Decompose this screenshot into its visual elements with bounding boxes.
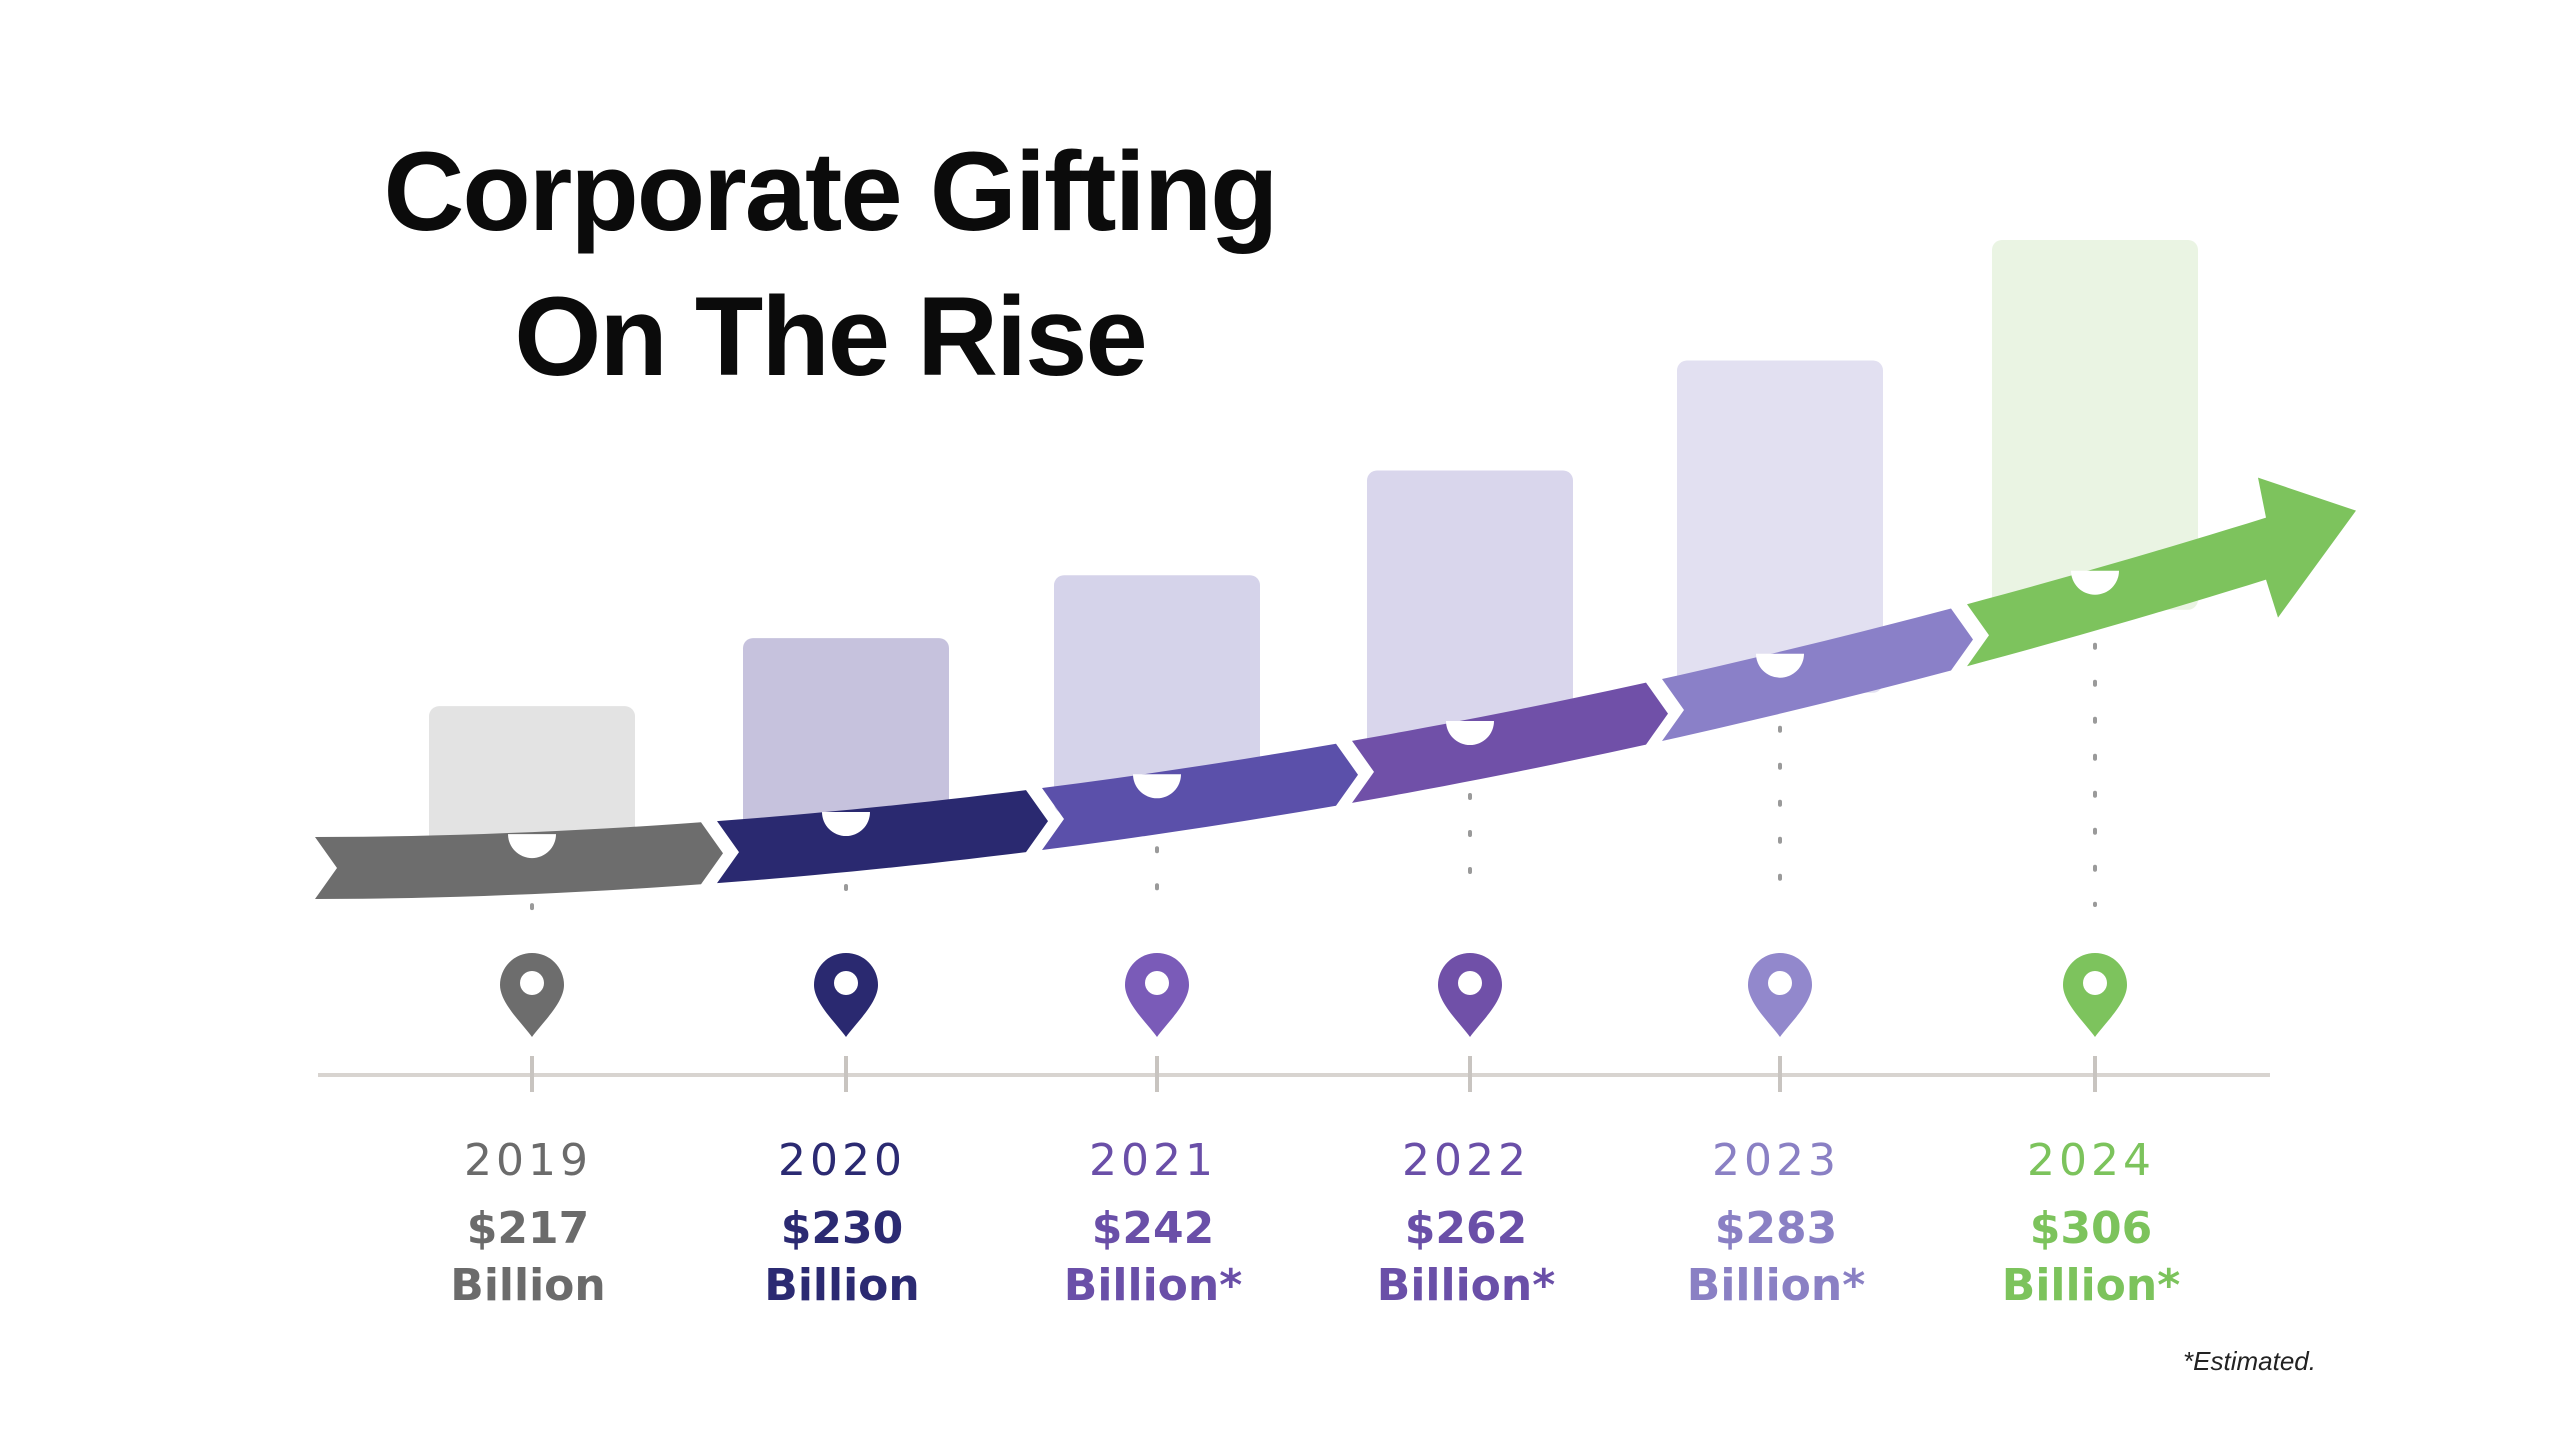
category-labels: 2019 $217 Billion 2020 $230 Billion 2021 $242 Bi… bbox=[450, 1135, 2180, 1311]
pin-icon-2022 bbox=[1438, 953, 1502, 1037]
unit-label-2024: Billion* bbox=[2002, 1260, 2180, 1311]
year-label-2020: 2020 bbox=[778, 1135, 906, 1186]
arrow-socket-2024 bbox=[2071, 570, 2119, 595]
arrow-segment-2021 bbox=[1042, 743, 1358, 851]
arrow-socket-2022 bbox=[1446, 721, 1494, 746]
unit-label-2021: Billion* bbox=[1064, 1260, 1242, 1311]
unit-label-2023: Billion* bbox=[1687, 1260, 1865, 1311]
pin-icon-2019 bbox=[500, 953, 564, 1037]
guide-dots bbox=[530, 642, 2097, 911]
arrow-segment-2023 bbox=[1662, 608, 1973, 742]
pin-icon-2021 bbox=[1125, 953, 1189, 1037]
bar-2024 bbox=[1992, 239, 2198, 610]
value-label-2024: $306 bbox=[2030, 1203, 2152, 1254]
arrow-segment-2024 bbox=[1967, 477, 2356, 667]
arrow-socket-2020 bbox=[822, 812, 870, 837]
footnote: *Estimated. bbox=[2183, 1346, 2316, 1376]
unit-label-2019: Billion bbox=[450, 1260, 605, 1311]
arrow-segment-2019 bbox=[315, 822, 723, 899]
bar-2021 bbox=[1054, 575, 1260, 814]
arrow-segment-2020 bbox=[717, 790, 1048, 884]
year-label-2024: 2024 bbox=[2027, 1135, 2155, 1186]
arrow-socket-2019 bbox=[508, 834, 556, 859]
bar-2022 bbox=[1367, 470, 1573, 761]
unit-label-2022: Billion* bbox=[1377, 1260, 1555, 1311]
pin-icon-2020 bbox=[814, 953, 878, 1037]
chart-title-line-1: Corporate Gifting bbox=[383, 129, 1276, 254]
year-label-2022: 2022 bbox=[1402, 1135, 1530, 1186]
chart-title: Corporate Gifting On The Rise bbox=[383, 129, 1278, 399]
bar-group bbox=[429, 239, 2198, 874]
pin-icon-2024 bbox=[2063, 953, 2127, 1037]
value-label-2021: $242 bbox=[1092, 1203, 1214, 1254]
year-label-2019: 2019 bbox=[464, 1135, 592, 1186]
bar-2020 bbox=[743, 638, 949, 852]
value-label-2019: $217 bbox=[467, 1203, 589, 1254]
arrow-socket-2021 bbox=[1133, 774, 1181, 799]
location-pins bbox=[500, 953, 2127, 1037]
growth-arrow bbox=[315, 477, 2356, 899]
year-label-2021: 2021 bbox=[1089, 1135, 1217, 1186]
value-label-2020: $230 bbox=[781, 1203, 903, 1254]
bar-2023 bbox=[1677, 360, 1883, 693]
x-axis bbox=[318, 1056, 2270, 1092]
value-label-2022: $262 bbox=[1405, 1203, 1527, 1254]
pin-icon-2023 bbox=[1748, 953, 1812, 1037]
year-label-2023: 2023 bbox=[1712, 1135, 1840, 1186]
unit-label-2020: Billion bbox=[764, 1260, 919, 1311]
value-label-2023: $283 bbox=[1715, 1203, 1837, 1254]
arrow-segment-2022 bbox=[1352, 682, 1668, 803]
arrow-socket-2023 bbox=[1756, 653, 1804, 678]
chart-title-line-2: On The Rise bbox=[514, 274, 1145, 399]
